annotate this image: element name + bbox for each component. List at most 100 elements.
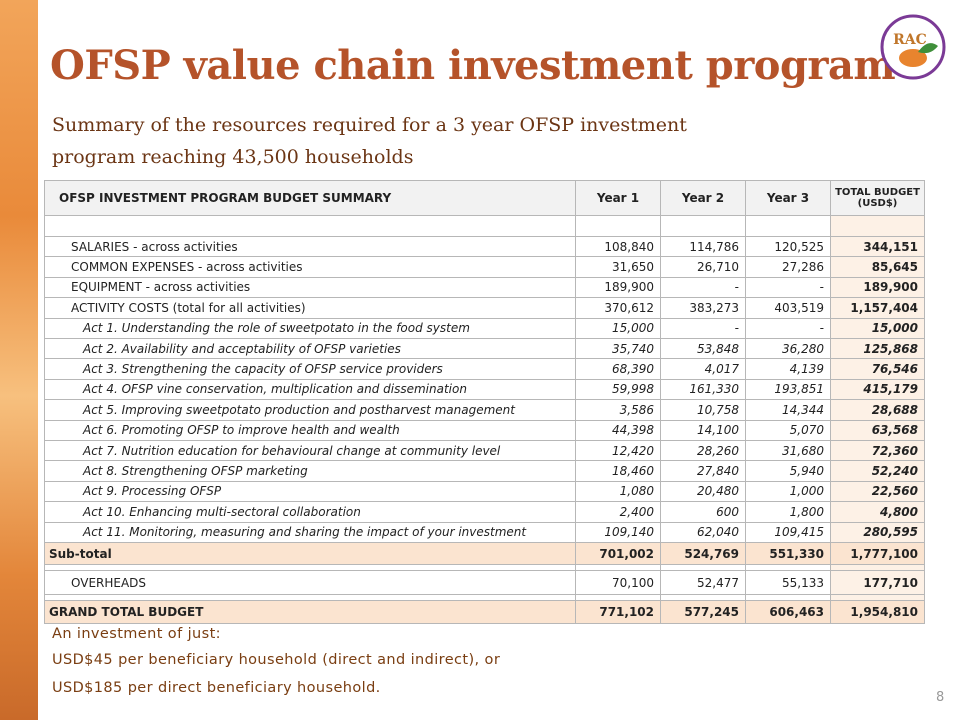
row-label: COMMON EXPENSES - across activities — [44, 256, 576, 278]
subtitle-line: program reaching 43,500 households — [52, 146, 414, 168]
row-value: 14,100 — [660, 419, 746, 441]
row-value: 12,420 — [575, 440, 661, 462]
logo: RAC — [880, 14, 946, 80]
row-value: 59,998 — [575, 378, 661, 401]
row-value: 4,139 — [745, 358, 831, 380]
row-value: 3,586 — [575, 399, 661, 421]
row-value: 108,840 — [575, 236, 661, 258]
row-label: Act 7. Nutrition education for behaviour… — [44, 440, 576, 462]
row-value: 177,710 — [830, 570, 925, 595]
blank-cell — [44, 215, 576, 237]
row-value: 600 — [660, 501, 746, 523]
row-value: 72,360 — [830, 440, 925, 462]
row-label: OVERHEADS — [44, 570, 576, 595]
logo-ring — [880, 14, 946, 80]
row-value: - — [745, 317, 831, 339]
row-value: 4,800 — [830, 501, 925, 523]
row-value: 27,840 — [660, 460, 746, 482]
row-value: 551,330 — [745, 542, 831, 565]
row-value: 125,868 — [830, 338, 925, 360]
row-value: 189,900 — [575, 276, 661, 299]
title: OFSP value chain investment program — [50, 42, 896, 89]
row-value: 55,133 — [745, 570, 831, 595]
row-label: Act 1. Understanding the role of sweetpo… — [44, 317, 576, 339]
row-label: Act 2. Availability and acceptability of… — [44, 338, 576, 360]
side-image — [0, 0, 38, 720]
blank-cell — [830, 215, 925, 237]
row-value: 35,740 — [575, 338, 661, 360]
row-value: 28,260 — [660, 440, 746, 462]
row-label: GRAND TOTAL BUDGET — [44, 600, 576, 624]
row-label: EQUIPMENT - across activities — [44, 276, 576, 299]
row-value: 31,680 — [745, 440, 831, 462]
row-value: - — [660, 317, 746, 339]
row-value: 109,415 — [745, 521, 831, 543]
row-value: 577,245 — [660, 600, 746, 624]
row-value: 85,645 — [830, 256, 925, 278]
row-label: Sub-total — [44, 542, 576, 565]
subtitle-line: Summary of the resources required for a … — [52, 114, 687, 136]
row-value: - — [745, 276, 831, 299]
row-value: 193,851 — [745, 378, 831, 401]
row-value: 63,568 — [830, 419, 925, 441]
row-value: 44,398 — [575, 419, 661, 441]
row-label: Act 5. Improving sweetpotato production … — [44, 399, 576, 421]
row-value: 120,525 — [745, 236, 831, 258]
page-number: 8 — [936, 690, 945, 705]
row-label: SALARIES - across activities — [44, 236, 576, 258]
row-value: 36,280 — [745, 338, 831, 360]
row-value: 114,786 — [660, 236, 746, 258]
row-value: 403,519 — [745, 297, 831, 319]
blank-cell — [745, 215, 831, 237]
row-value: 15,000 — [830, 317, 925, 339]
row-value: 28,688 — [830, 399, 925, 421]
row-value: 383,273 — [660, 297, 746, 319]
column-header: Year 2 — [660, 180, 746, 216]
row-value: 771,102 — [575, 600, 661, 624]
row-value: 280,595 — [830, 521, 925, 543]
row-value: 10,758 — [660, 399, 746, 421]
row-value: 27,286 — [745, 256, 831, 278]
row-value: 344,151 — [830, 236, 925, 258]
row-value: 189,900 — [830, 276, 925, 299]
row-label: Act 11. Monitoring, measuring and sharin… — [44, 521, 576, 543]
row-value: 5,070 — [745, 419, 831, 441]
row-value: 524,769 — [660, 542, 746, 565]
row-label: Act 9. Processing OFSP — [44, 480, 576, 503]
row-value: 701,002 — [575, 542, 661, 565]
column-header: Year 1 — [575, 180, 661, 216]
row-value: 109,140 — [575, 521, 661, 543]
logo-text: RAC — [893, 32, 927, 48]
column-header: OFSP INVESTMENT PROGRAM BUDGET SUMMARY — [44, 180, 576, 216]
row-value: 53,848 — [660, 338, 746, 360]
row-label: Act 4. OFSP vine conservation, multiplic… — [44, 378, 576, 401]
row-value: 1,000 — [745, 480, 831, 503]
row-value: 5,940 — [745, 460, 831, 482]
row-label: Act 8. Strengthening OFSP marketing — [44, 460, 576, 482]
row-value: 52,477 — [660, 570, 746, 595]
row-value: 1,080 — [575, 480, 661, 503]
row-value: 14,344 — [745, 399, 831, 421]
row-value: 161,330 — [660, 378, 746, 401]
footer-line: An investment of just: — [52, 626, 221, 642]
column-header: Year 3 — [745, 180, 831, 216]
row-value: 62,040 — [660, 521, 746, 543]
row-value: 4,017 — [660, 358, 746, 380]
row-value: 1,777,100 — [830, 542, 925, 565]
row-value: 31,650 — [575, 256, 661, 278]
row-value: 1,157,404 — [830, 297, 925, 319]
row-value: 370,612 — [575, 297, 661, 319]
row-label: ACTIVITY COSTS (total for all activities… — [44, 297, 576, 319]
row-value: 52,240 — [830, 460, 925, 482]
blank-cell — [660, 215, 746, 237]
row-value: 415,179 — [830, 378, 925, 401]
row-value: 22,560 — [830, 480, 925, 503]
row-value: 26,710 — [660, 256, 746, 278]
row-value: 2,400 — [575, 501, 661, 523]
blank-cell — [575, 215, 661, 237]
row-value: 76,546 — [830, 358, 925, 380]
row-value: 68,390 — [575, 358, 661, 380]
footer-line: USD$185 per direct beneficiary household… — [52, 680, 381, 696]
